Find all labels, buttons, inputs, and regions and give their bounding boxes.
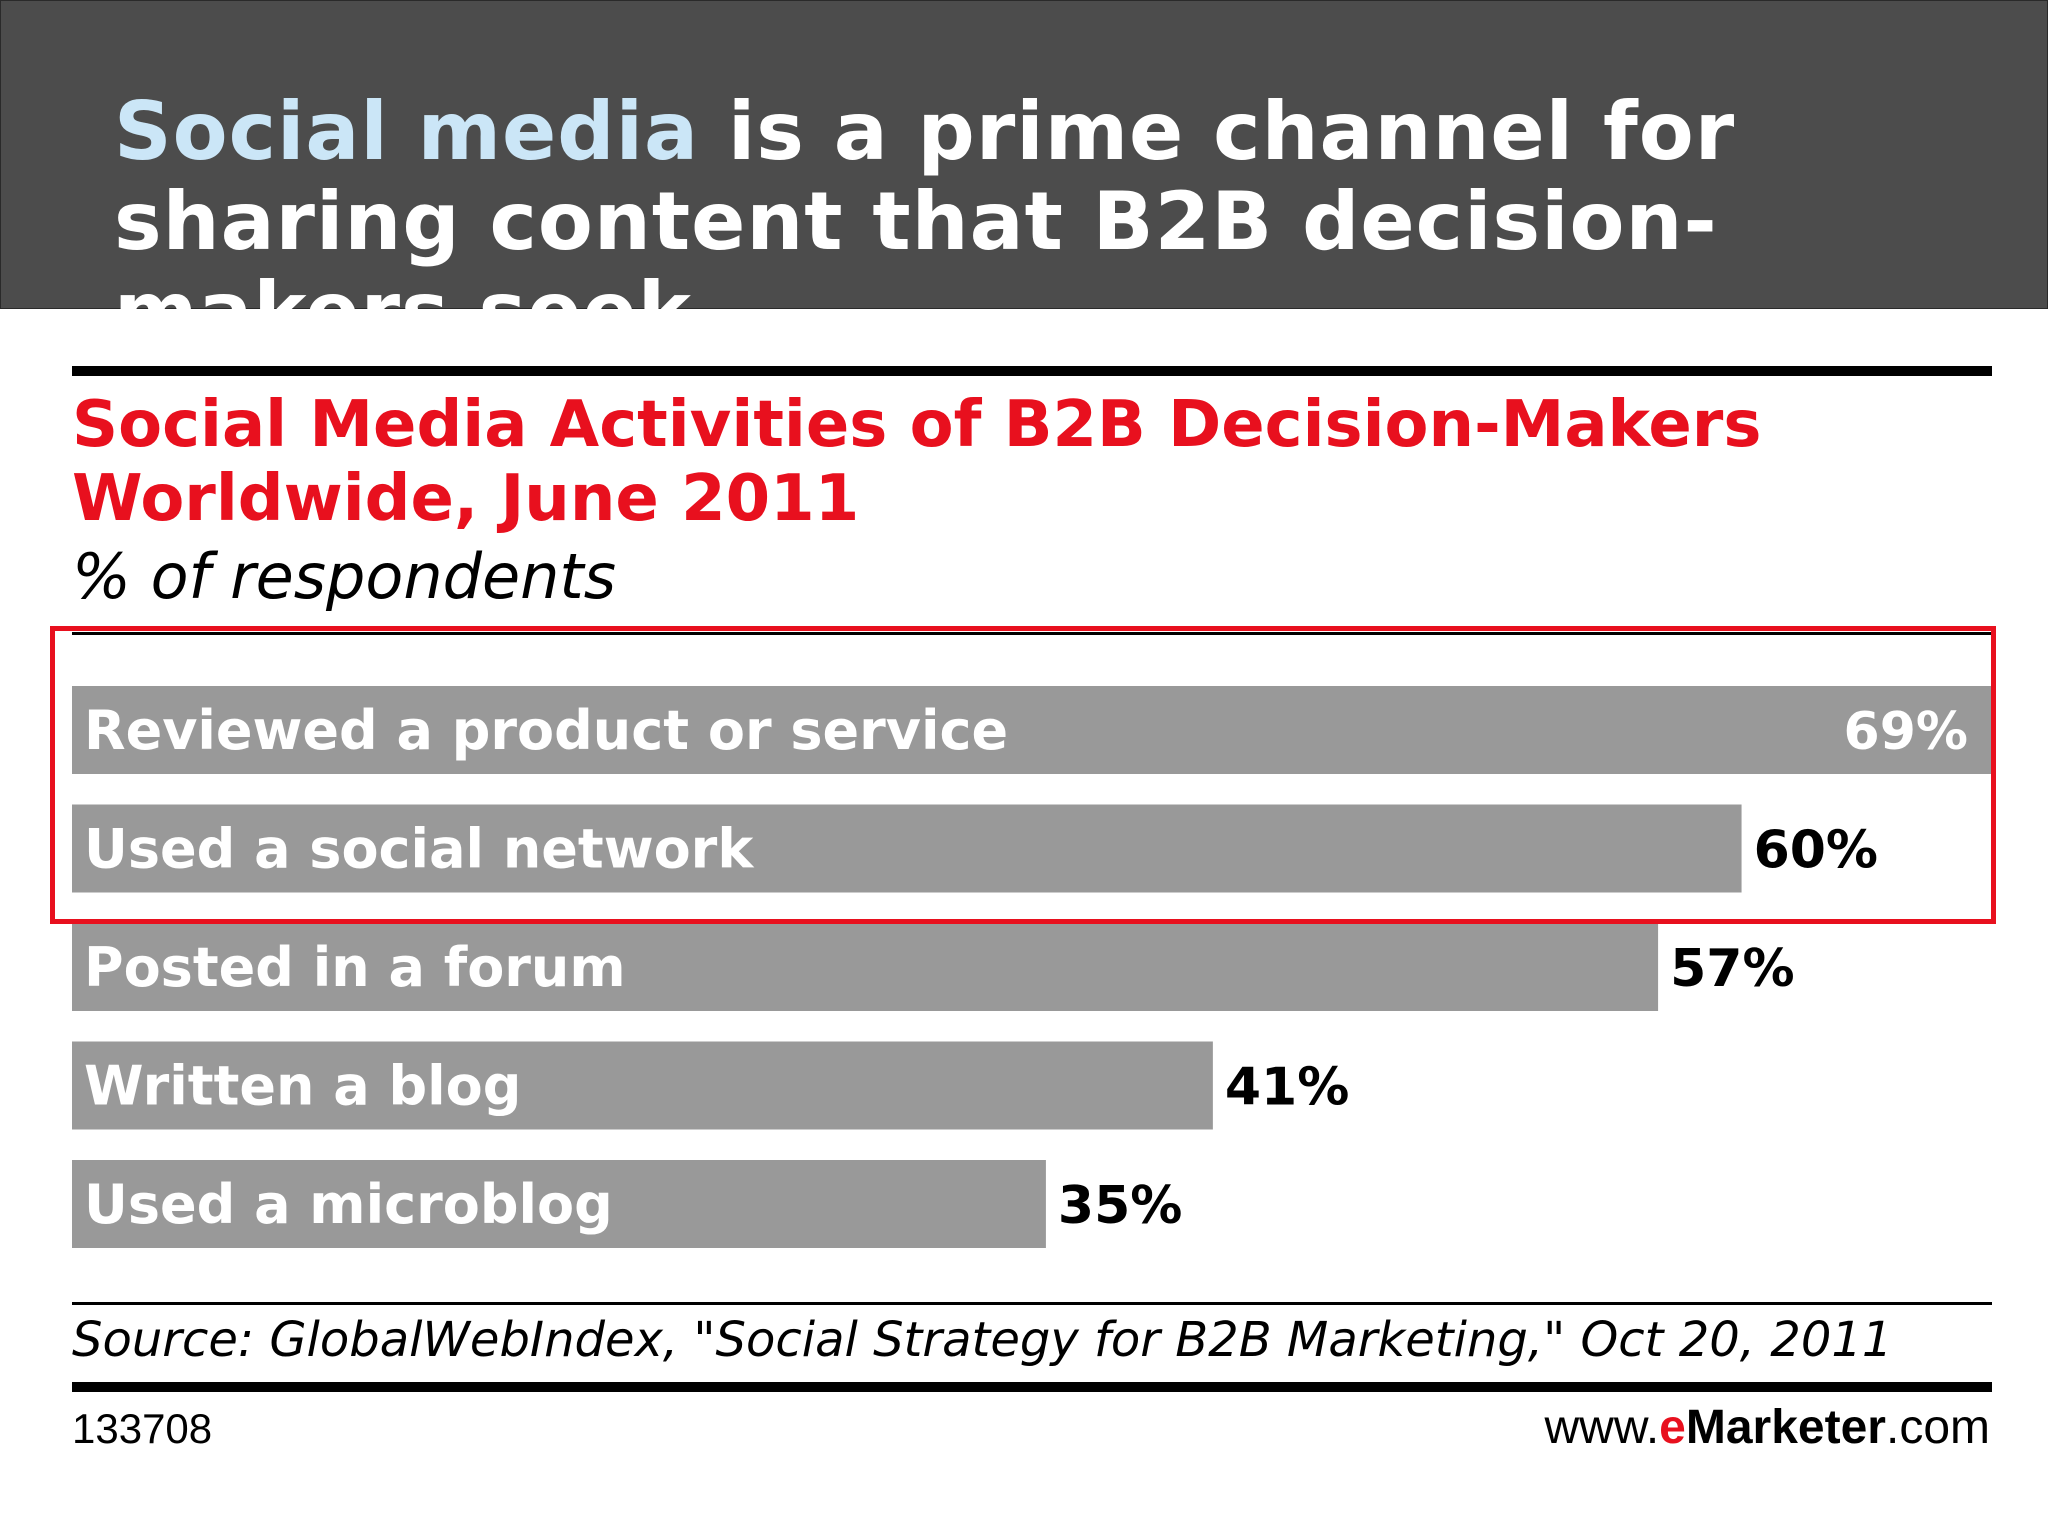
bar-label-5: Used a microblog — [84, 1173, 613, 1236]
subtitle-rule — [72, 632, 1992, 635]
source-note: Source: GlobalWebIndex, "Social Strategy… — [72, 1312, 1893, 1368]
emarketer-logo[interactable]: www.eMarketer.com — [1544, 1400, 1990, 1455]
highlight-box — [50, 626, 1996, 924]
bar-label-4: Written a blog — [84, 1055, 521, 1118]
bar-4 — [72, 1041, 1213, 1130]
value-label-3: 57% — [1670, 939, 1794, 999]
bar-1 — [72, 686, 1992, 774]
value-label-4: 41% — [1225, 1058, 1349, 1118]
chart-id: 133708 — [72, 1405, 213, 1452]
chart-subtitle: % of respondents — [72, 540, 617, 613]
value-label-5: 35% — [1058, 1176, 1182, 1236]
value-label-2: 60% — [1754, 821, 1878, 881]
slide-header: Social media is a prime channel for shar… — [0, 0, 2048, 357]
brand-prefix: www. — [1544, 1401, 1660, 1454]
bar-3 — [72, 923, 1659, 1011]
value-label-1: 69% — [1844, 702, 1968, 762]
slide-headline: Social media is a prime channel for shar… — [114, 87, 2014, 357]
bar-label-1: Reviewed a product or service — [84, 699, 1008, 762]
bar-5 — [72, 1160, 1046, 1248]
headline-highlight: Social media — [114, 85, 699, 178]
source-rule — [72, 1302, 1992, 1305]
bar-2 — [72, 804, 1742, 893]
brand-name: Marketer — [1685, 1401, 1886, 1454]
brand-suffix: .com — [1885, 1401, 1990, 1454]
bottom-rule — [72, 1382, 1992, 1392]
chart-title: Social Media Activities of B2B Decision-… — [72, 388, 1762, 536]
headline-rest: is a prime channel for sharing content t… — [114, 85, 1736, 358]
brand-e: e — [1659, 1401, 1686, 1454]
bar-label-3: Posted in a forum — [84, 936, 626, 999]
bar-label-2: Used a social network — [84, 818, 754, 881]
top-rule — [72, 366, 1992, 376]
